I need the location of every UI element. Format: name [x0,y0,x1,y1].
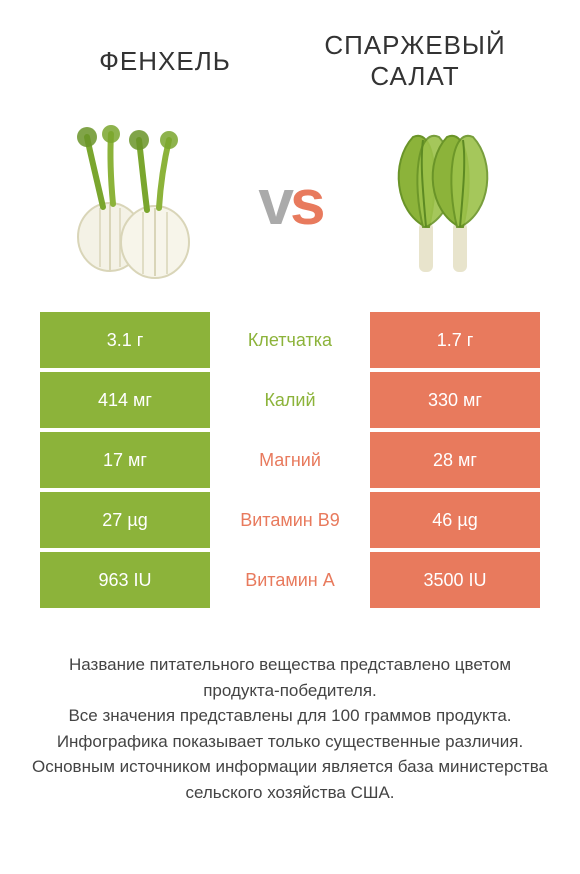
table-row: 963 IUВитамин A3500 IU [40,552,540,608]
title-right: СПАРЖЕВЫЙ САЛАТ [290,30,540,92]
cell-nutrient-label: Калий [210,372,370,428]
cell-right-value: 330 мг [370,372,540,428]
table-row: 27 µgВитамин B946 µg [40,492,540,548]
table-row: 17 мгМагний28 мг [40,432,540,488]
cell-left-value: 963 IU [40,552,210,608]
cell-right-value: 1.7 г [370,312,540,368]
comparison-table: 3.1 гКлетчатка1.7 г414 мгКалий330 мг17 м… [0,312,580,608]
cell-nutrient-label: Клетчатка [210,312,370,368]
header: ФЕНХЕЛЬ СПАРЖЕВЫЙ САЛАТ [0,0,580,102]
cell-nutrient-label: Магний [210,432,370,488]
images-row: vs [0,102,580,312]
vs-label: vs [258,165,321,239]
cell-right-value: 46 µg [370,492,540,548]
fennel-icon [55,122,215,282]
footer-text: Название питательного вещества представл… [0,612,580,805]
footer-line: Название питательного вещества представл… [30,652,550,703]
image-right [360,117,530,287]
cell-nutrient-label: Витамин A [210,552,370,608]
table-row: 414 мгКалий330 мг [40,372,540,428]
cell-right-value: 3500 IU [370,552,540,608]
image-left [50,117,220,287]
cell-nutrient-label: Витамин B9 [210,492,370,548]
title-left: ФЕНХЕЛЬ [40,46,290,77]
cell-left-value: 3.1 г [40,312,210,368]
cell-left-value: 414 мг [40,372,210,428]
celtuce-icon [365,122,525,282]
footer-line: Все значения представлены для 100 граммо… [30,703,550,729]
footer-line: Основным источником информации является … [30,754,550,805]
cell-left-value: 17 мг [40,432,210,488]
table-row: 3.1 гКлетчатка1.7 г [40,312,540,368]
footer-line: Инфографика показывает только существенн… [30,729,550,755]
cell-right-value: 28 мг [370,432,540,488]
cell-left-value: 27 µg [40,492,210,548]
